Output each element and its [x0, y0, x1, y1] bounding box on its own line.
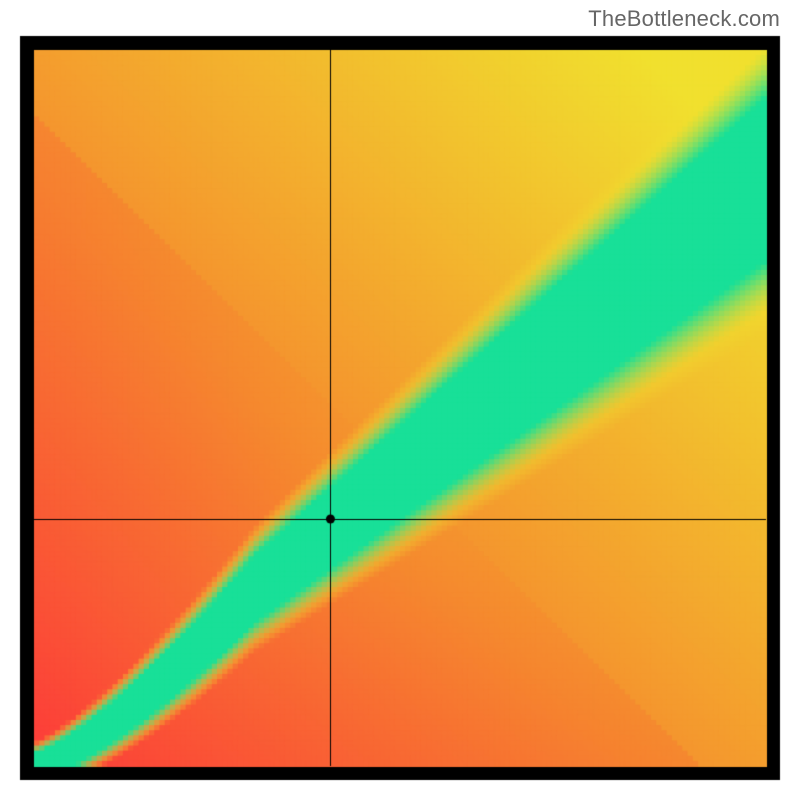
chart-container: TheBottleneck.com: [0, 0, 800, 800]
bottleneck-heatmap: [0, 0, 800, 800]
watermark-text: TheBottleneck.com: [588, 6, 780, 32]
